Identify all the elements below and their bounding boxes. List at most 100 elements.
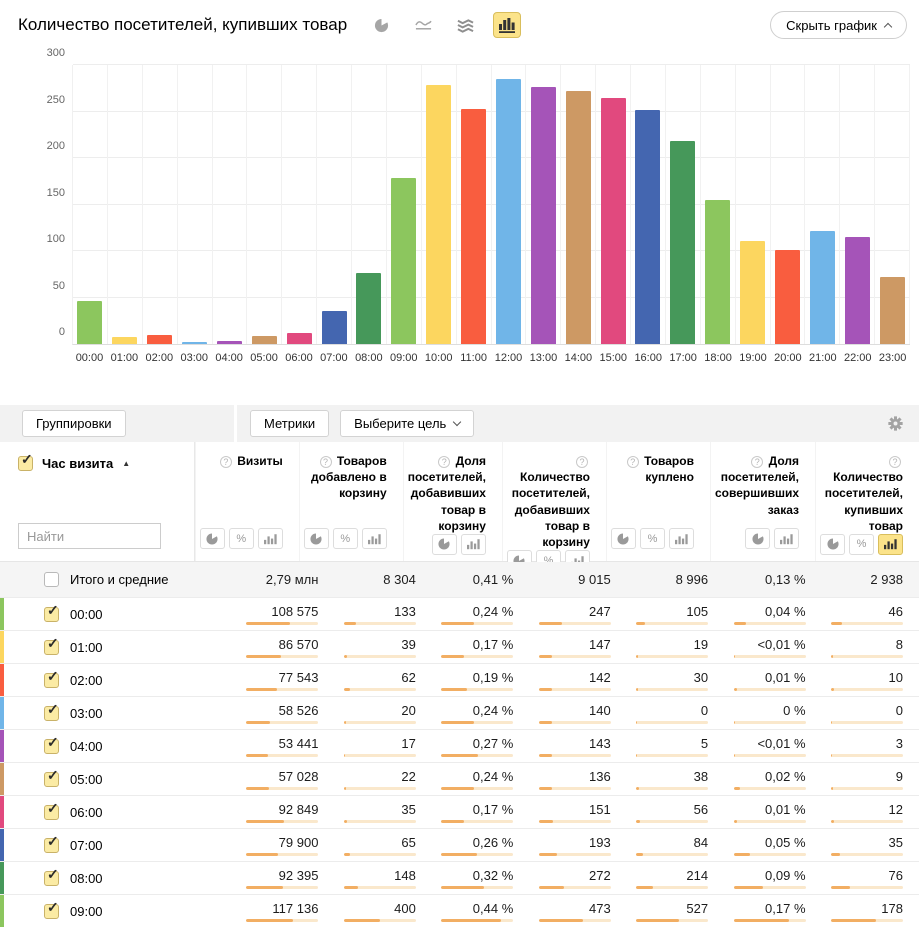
help-icon[interactable] [626,456,639,468]
select-goal-dropdown[interactable]: Выберите цель [340,410,475,437]
metric-cell: 0,17 % [432,796,529,828]
chart-bar[interactable] [495,78,521,344]
chart-bar[interactable] [112,336,138,344]
chart-bar[interactable] [740,240,766,344]
row-checkbox[interactable] [44,635,59,655]
chart-bar[interactable] [251,335,277,344]
metric-value: 38 [693,768,709,784]
pie-toggle-icon[interactable] [303,528,329,549]
x-axis-tick-label: 00:00 [75,352,104,364]
chart-bar[interactable] [391,178,417,344]
percent-toggle-icon[interactable]: % [849,533,874,555]
groupings-button[interactable]: Группировки [22,410,126,437]
chart-bar[interactable] [216,341,242,344]
chart-bar[interactable] [286,332,312,344]
stacked-area-chart-icon[interactable] [451,12,479,38]
metric-value: 140 [588,702,611,718]
metric-title[interactable]: Товаров куплено [611,453,694,485]
bars-toggle-icon[interactable] [460,533,486,555]
chart-bar[interactable] [774,250,800,344]
chart-bar[interactable] [670,141,696,344]
row-checkbox[interactable] [44,800,59,820]
search-input[interactable] [18,523,161,549]
percent-toggle-icon[interactable]: % [228,528,254,549]
help-icon[interactable] [438,456,451,468]
pie-toggle-icon[interactable] [820,533,845,555]
bars-toggle-icon[interactable] [774,528,799,549]
pie-toggle-icon[interactable] [610,528,636,549]
chart-bar[interactable] [356,273,382,344]
sort-asc-icon[interactable]: ▲ [122,459,131,468]
bars-toggle-icon[interactable] [361,528,387,549]
value-bar-fill [441,720,474,724]
metric-title[interactable]: Визиты [219,453,283,469]
dimension-label[interactable]: Час визита [42,456,114,471]
value-bar-fill [830,885,851,889]
chart-bar[interactable] [565,91,591,344]
row-checkbox[interactable] [44,833,59,853]
hide-chart-button[interactable]: Скрыть график [770,11,907,39]
bar-slot [422,65,457,344]
row-checkbox[interactable] [44,767,59,787]
pie-chart-icon[interactable] [367,12,395,38]
value-bar-track [538,819,611,823]
select-all-checkbox[interactable] [18,451,33,471]
chart-bar[interactable] [635,109,661,344]
metric-cell: 0,26 % [432,829,529,861]
value-bar-fill [343,621,357,625]
bars-toggle-icon[interactable] [878,533,903,555]
pie-toggle-icon[interactable] [745,528,770,549]
chart-bar[interactable] [705,199,731,344]
bar-slot [526,65,562,344]
help-icon[interactable] [219,456,232,468]
bars-toggle-icon[interactable] [668,528,694,549]
bar-chart-icon[interactable] [493,12,522,38]
chart-bar[interactable] [809,230,835,344]
percent-toggle-icon[interactable]: % [332,528,358,549]
metric-cell: 148 [334,862,431,894]
chart-bar[interactable] [600,97,626,344]
metric-title[interactable]: Товаров добавлено в корзину [304,453,387,502]
chart-bar[interactable] [461,108,487,344]
row-checkbox[interactable] [44,866,59,886]
pie-toggle-icon[interactable] [431,533,457,555]
help-icon[interactable] [751,456,764,468]
table-row: 00:00 108 575 133 0,24 % 247 105 0,04 % 46 [0,597,919,630]
chart-bar[interactable] [321,311,347,344]
line-chart-icon[interactable] [409,12,437,38]
row-checkbox[interactable] [44,899,59,919]
metrics-button[interactable]: Метрики [250,410,330,437]
chart-bar[interactable] [77,301,103,344]
metric-title[interactable]: Количество посетителей, добавивших товар… [507,453,590,550]
row-checkbox[interactable] [44,602,59,622]
chart-bar[interactable] [426,85,452,344]
gear-icon[interactable] [888,416,903,431]
totals-checkbox[interactable] [44,572,59,587]
metric-cell: 0 [822,697,919,729]
row-checkbox[interactable] [44,701,59,721]
chart-bar[interactable] [844,237,870,344]
metric-title[interactable]: Количество посетителей, купивших товар [820,453,903,534]
percent-toggle-icon[interactable]: % [639,528,665,549]
pie-toggle-icon[interactable] [199,528,225,549]
metric-title[interactable]: Доля посетителей, добавивших товар в кор… [408,453,486,534]
chart-bar[interactable] [182,341,208,344]
metric-cell: 35 [822,829,919,861]
metric-title[interactable]: Доля посетителей, совершивших заказ [715,453,799,518]
help-icon[interactable] [889,456,901,468]
metric-cell: 140 [529,697,626,729]
chart-bar[interactable] [530,87,556,344]
bar-slot [387,65,422,344]
value-bar-fill [830,720,832,724]
metric-cell: 92 849 [237,796,334,828]
help-icon[interactable] [575,456,588,468]
help-icon[interactable] [319,456,332,468]
y-axis-tick-label: 200 [46,140,65,152]
metric-cell: 58 526 [237,697,334,729]
value-bar-track [246,786,319,790]
chart-bar[interactable] [147,334,173,344]
bars-toggle-icon[interactable] [257,528,283,549]
row-checkbox[interactable] [44,668,59,688]
chart-bar[interactable] [879,277,905,344]
row-checkbox[interactable] [44,734,59,754]
